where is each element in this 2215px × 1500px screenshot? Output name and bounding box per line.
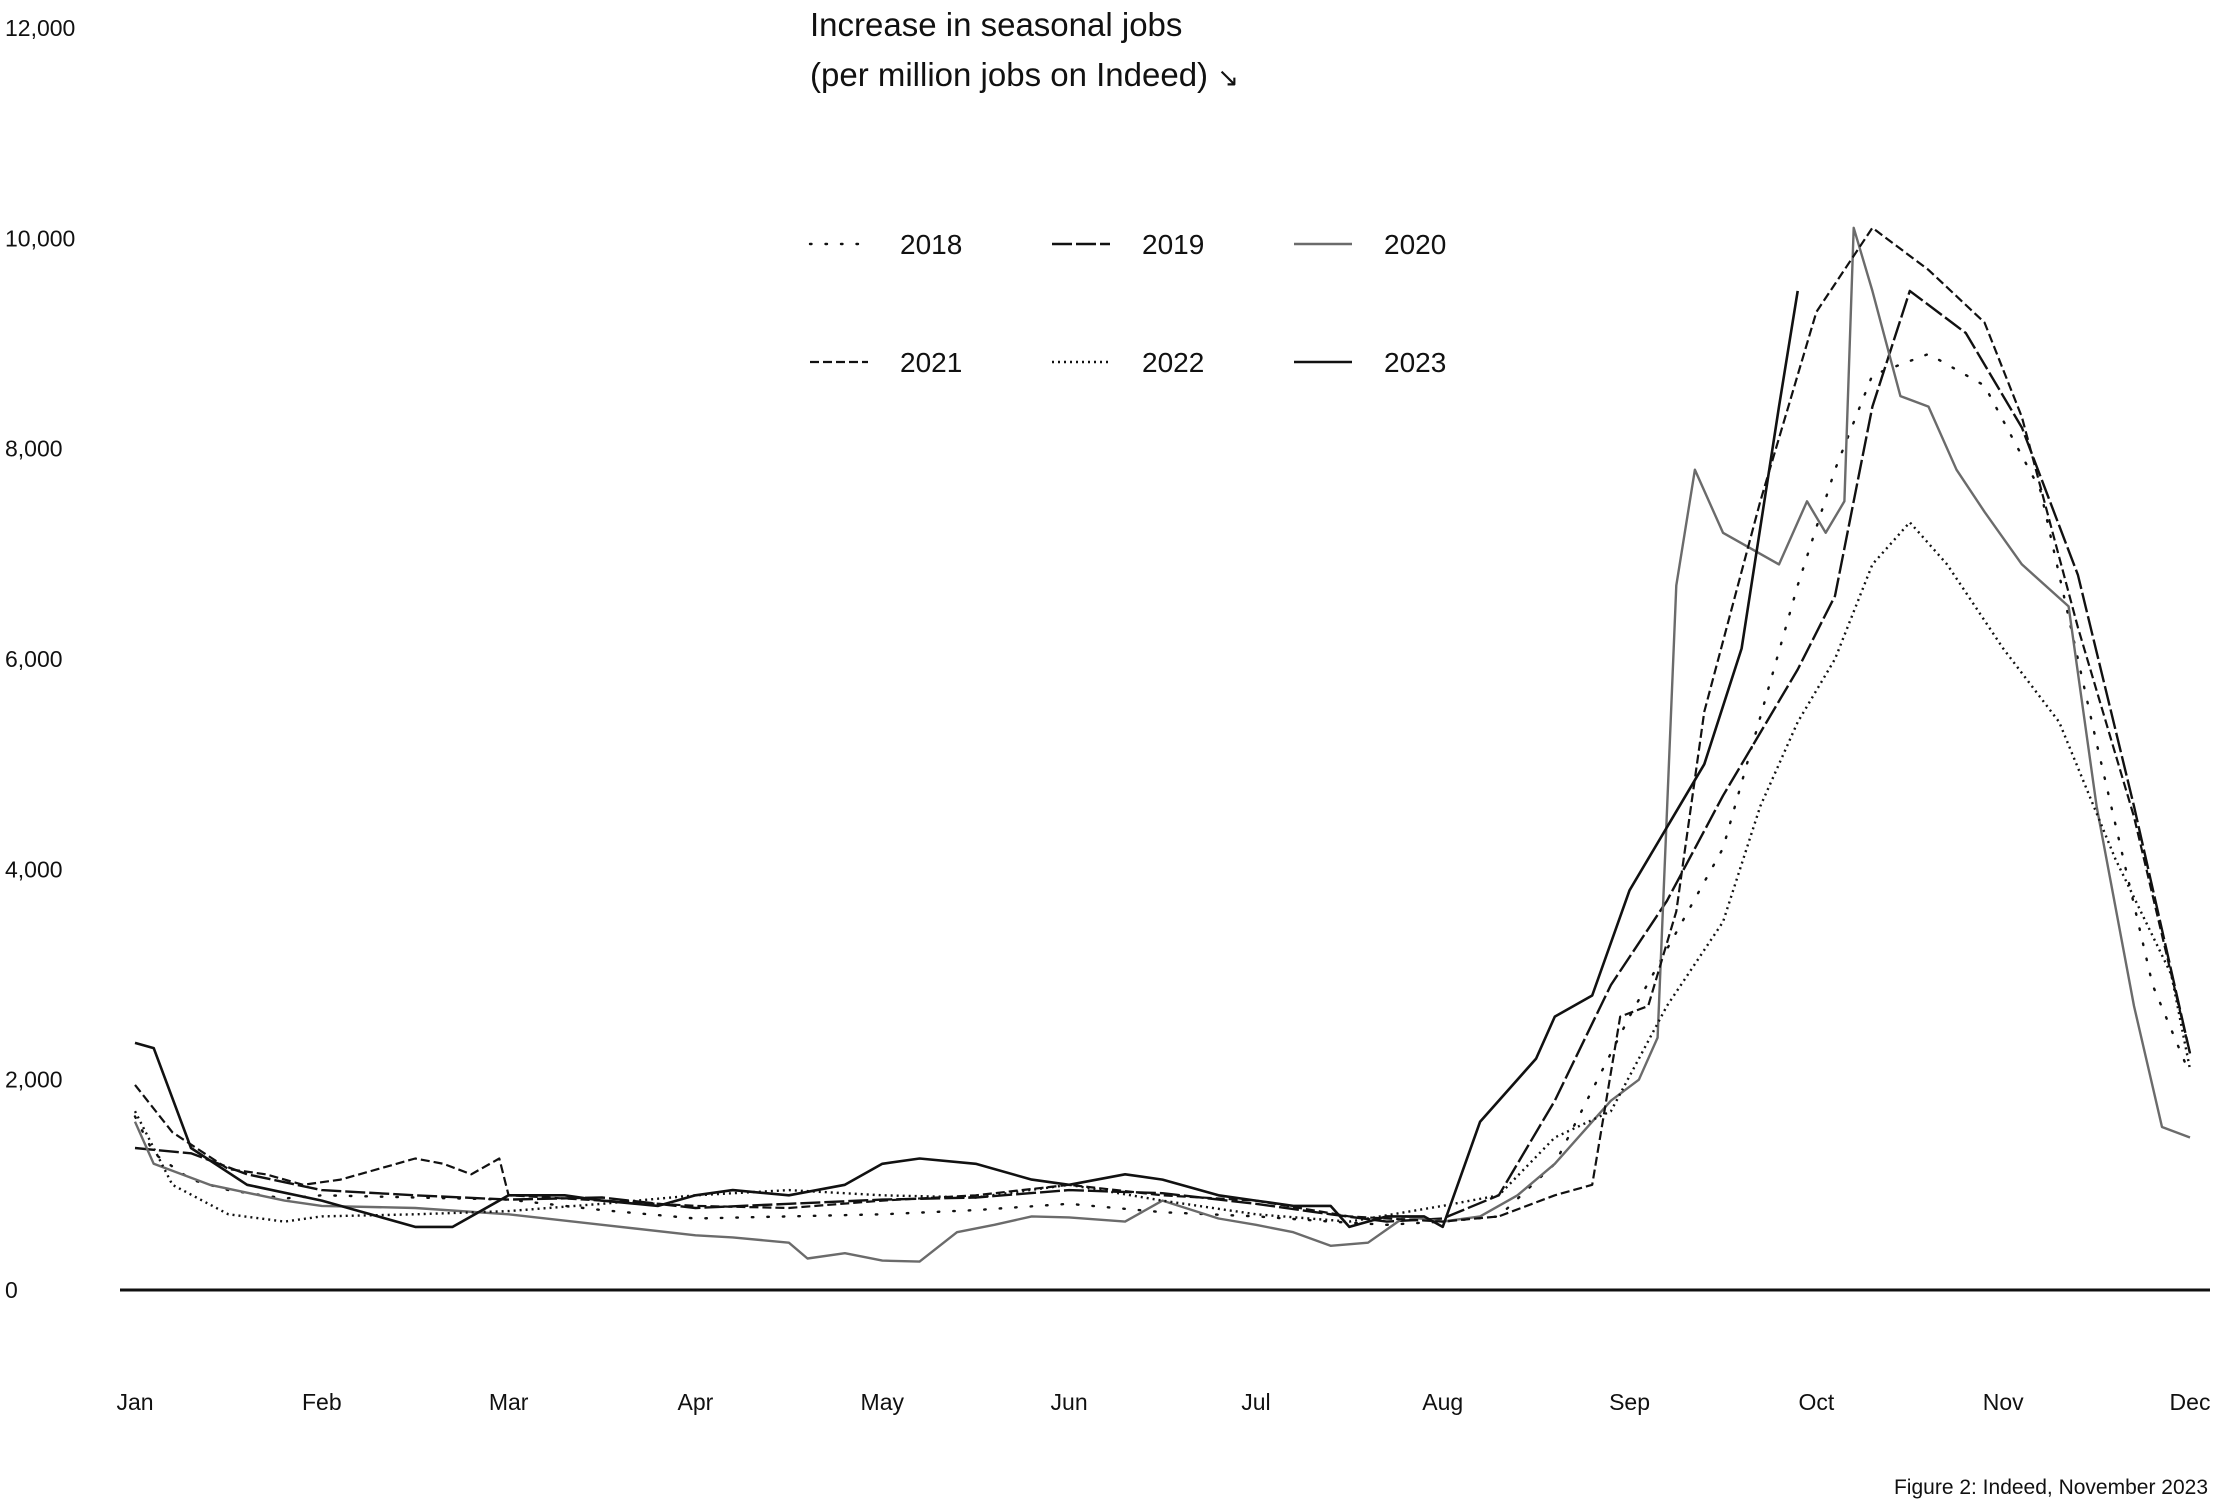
y-tick-label: 4,000	[5, 856, 63, 882]
legend-label-2021: 2021	[900, 347, 962, 378]
x-tick-label: Feb	[302, 1389, 342, 1415]
y-tick-label: 0	[5, 1277, 18, 1303]
x-tick-label: Aug	[1422, 1389, 1463, 1415]
y-tick-label: 6,000	[5, 646, 63, 672]
x-tick-label: Sep	[1609, 1389, 1650, 1415]
x-tick-label: May	[861, 1389, 905, 1415]
series-line-2021	[134, 226, 2192, 1223]
legend-label-2023: 2023	[1384, 347, 1446, 378]
y-tick-label: 2,000	[5, 1067, 63, 1093]
y-tick-label: 8,000	[5, 436, 63, 462]
x-tick-label: Jul	[1241, 1389, 1270, 1415]
y-axis-tick-labels: 0 2,000 4,000 6,000 8,000 10,000 12,000	[5, 15, 75, 1303]
legend: 2018 2019 2020 2021 2022 2023	[808, 229, 1446, 378]
series-line-2023	[134, 290, 1799, 1229]
x-tick-label: Apr	[678, 1389, 714, 1415]
chart-title-arrow-icon: ↘	[1217, 62, 1239, 92]
x-tick-label: Jan	[116, 1389, 153, 1415]
y-tick-label: 12,000	[5, 15, 75, 41]
legend-label-2020: 2020	[1384, 229, 1446, 260]
legend-label-2022: 2022	[1142, 347, 1204, 378]
x-tick-label: Mar	[489, 1389, 529, 1415]
x-tick-label: Nov	[1983, 1389, 2024, 1415]
y-tick-label: 10,000	[5, 225, 75, 251]
figure-caption: Figure 2: Indeed, November 2023	[1894, 1476, 2208, 1499]
x-tick-label: Jun	[1051, 1389, 1088, 1415]
series-line-2018	[133, 352, 2192, 1227]
x-tick-label: Dec	[2170, 1389, 2211, 1415]
x-tick-label: Oct	[1798, 1389, 1834, 1415]
series-line-2020	[133, 226, 2191, 1263]
chart-title-line-2: (per million jobs on Indeed) ↘	[810, 56, 1239, 93]
series-line-2022	[133, 521, 2192, 1223]
chart-title-line-2-text: (per million jobs on Indeed)	[810, 56, 1208, 93]
series-line-2019	[134, 289, 2192, 1223]
series-lines	[133, 226, 2192, 1263]
legend-label-2018: 2018	[900, 229, 962, 260]
chart-title-line-1: Increase in seasonal jobs	[810, 6, 1182, 43]
x-axis-tick-labels: Jan Feb Mar Apr May Jun Jul Aug Sep Oct Nov Dec	[116, 1389, 2210, 1415]
legend-label-2019: 2019	[1142, 229, 1204, 260]
